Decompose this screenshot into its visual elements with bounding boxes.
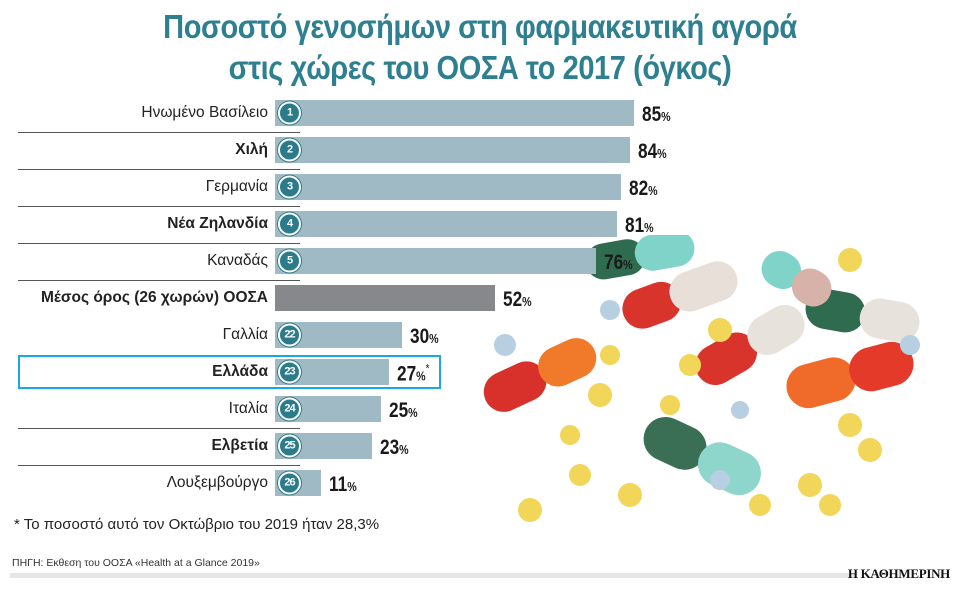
capsule — [761, 251, 832, 307]
bar — [275, 174, 622, 200]
value-label: 27%* — [397, 361, 430, 386]
capsule — [643, 416, 761, 496]
capsule — [786, 341, 914, 409]
source: ΠΗΓΗ: Εκθεση του ΟΟΣΑ «Health at a Glanc… — [12, 557, 260, 569]
bar — [275, 137, 630, 163]
capsule — [483, 338, 597, 412]
rank-badge: 25 — [278, 434, 301, 458]
chart-title: Ποσοστό γενοσήμων στη φαρμακευτική αγορά… — [58, 6, 903, 88]
value-label: 82% — [629, 177, 658, 200]
value-label: 23% — [380, 436, 409, 459]
value-label: 85% — [642, 103, 671, 126]
row-separator — [18, 427, 300, 429]
category-label: Ελβετία — [211, 437, 268, 454]
row-separator — [18, 242, 300, 244]
category-label: Νέα Ζηλανδία — [167, 215, 268, 232]
rank-badge: 4 — [278, 212, 301, 236]
footer-rule — [10, 573, 856, 578]
category-label: Λουξεμβούργο — [166, 474, 268, 491]
category-label: Καναδάς — [207, 252, 268, 269]
tablets-blue — [494, 300, 920, 490]
value-label: 81% — [625, 214, 654, 237]
category-label: Χιλή — [235, 141, 268, 158]
category-label: Ελλάδα — [212, 363, 268, 380]
rank-badge: 24 — [278, 397, 301, 421]
category-label: Γερμανία — [205, 178, 268, 195]
value-label: 76% — [603, 251, 633, 274]
category-label: Ιταλία — [228, 400, 268, 417]
bar — [275, 285, 495, 311]
row-separator — [18, 279, 300, 281]
value-label: 84% — [637, 140, 667, 163]
title-line-2: στις χώρες του ΟΟΣΑ το 2017 (όγκος) — [228, 49, 732, 86]
pills-photo — [483, 235, 920, 522]
category-label: Μέσος όρος (26 χωρών) ΟΟΣΑ — [40, 289, 268, 306]
capsule — [585, 235, 695, 280]
rank-badge: 26 — [278, 471, 301, 495]
rank-badge: 1 — [278, 101, 301, 125]
rank-badge: 5 — [278, 249, 301, 273]
value-label: 11% — [329, 473, 358, 496]
rank-badge: 2 — [278, 138, 301, 162]
publisher-logo: Η ΚΑΘΗΜΕΡΙΝΗ — [847, 566, 950, 581]
bar — [275, 248, 596, 274]
row-separator — [18, 131, 300, 133]
value-label: 52% — [502, 288, 532, 311]
rank-badge: 3 — [278, 175, 301, 199]
footnote: * Το ποσοστό αυτό τον Οκτώβριο του 2019 … — [14, 516, 380, 533]
category-label: Ηνωμένο Βασίλειο — [141, 104, 268, 121]
value-label: 25% — [388, 399, 418, 422]
rank-badge: 22 — [278, 323, 301, 347]
highlight-box — [18, 355, 441, 389]
capsule — [622, 261, 738, 329]
row-separator — [18, 464, 300, 466]
bar — [275, 211, 618, 237]
category-label: Γαλλία — [222, 326, 268, 343]
tablets — [518, 248, 882, 522]
capsule — [695, 305, 805, 385]
rank-badge: 23 — [278, 360, 301, 384]
row-separator — [18, 205, 300, 207]
row-separator — [18, 168, 300, 170]
bar — [275, 100, 634, 126]
value-label: 30% — [409, 325, 439, 348]
title-line-1: Ποσοστό γενοσήμων στη φαρμακευτική αγορά — [163, 8, 797, 45]
